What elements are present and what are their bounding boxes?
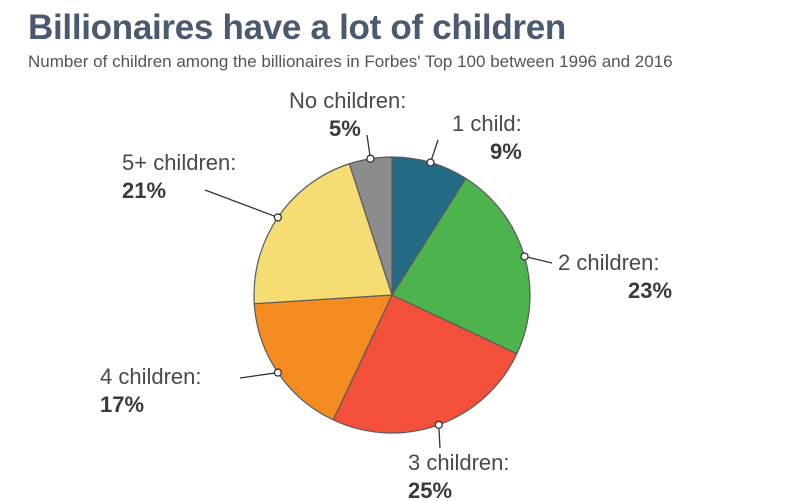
slice-label-3-children: 3 children: [408, 450, 510, 475]
leader-dot [366, 154, 375, 163]
leader-dot [273, 368, 283, 377]
slice-label-5-children: 5+ children: [122, 150, 236, 175]
leader-dot [273, 213, 283, 222]
slice-label-no-children: No children: [289, 88, 406, 113]
leader-dot [434, 420, 443, 429]
leader-line [524, 255, 553, 264]
slice-percent-no-children: 5% [329, 116, 361, 141]
leader-dot [426, 158, 435, 167]
leader-dot [520, 252, 529, 261]
slice-percent-5-children: 21% [122, 178, 166, 203]
leader-line [204, 189, 279, 219]
slice-label-2-children: 2 children: [558, 250, 660, 275]
slice-label-1-child: 1 child: [452, 111, 522, 136]
slice-percent-1-child: 9% [490, 139, 522, 164]
leader-lines [204, 134, 553, 449]
slice-labels: 1 child: 9% 2 children: 23% 3 children: 25% 4 … [100, 88, 672, 501]
chart-title: Billionaires have a lot of children [28, 8, 566, 47]
slice-percent-2-children: 23% [628, 278, 672, 303]
leader-line [239, 371, 278, 379]
chart-subtitle: Number of children among the billionaire… [28, 52, 673, 71]
pie-slices [253, 156, 531, 434]
slice-percent-4-children: 17% [100, 392, 144, 417]
slice-label-4-children: 4 children: [100, 364, 202, 389]
slice-percent-3-children: 25% [408, 478, 452, 501]
